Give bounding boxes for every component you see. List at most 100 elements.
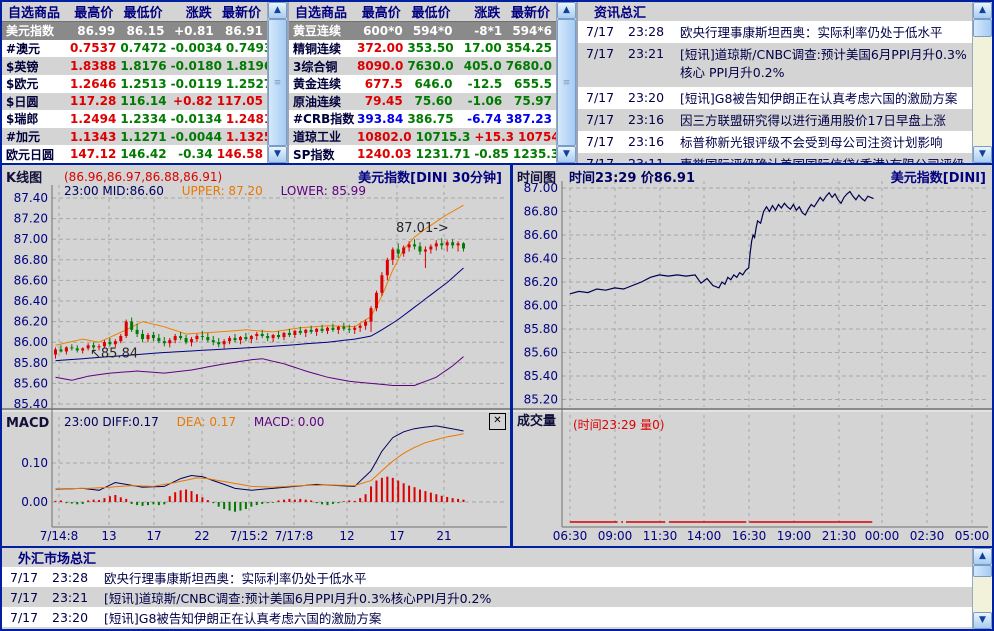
quote-value: 147.12 [70, 147, 117, 162]
scrollbar-track[interactable] [973, 37, 992, 146]
product-name: SP指数 [293, 147, 335, 162]
column-header[interactable]: 自选商品 [295, 6, 348, 21]
time-chart-canvas[interactable]: 87.00 86.80 86.60 86.40 86.20 86.00 85.80 85.60… [513, 165, 992, 546]
column-header[interactable]: 最高价 [74, 6, 114, 21]
news-item[interactable]: 7/17 23:20 [短讯]G8被告知伊朗正在认真考虑六国的激励方案 [578, 87, 972, 109]
svg-text:86.80: 86.80 [524, 205, 558, 219]
boll-lower-info: LOWER: 85.99 [280, 184, 366, 198]
column-header[interactable]: 涨跌 [185, 6, 212, 21]
scrollbar-track[interactable] [973, 577, 992, 612]
table-row[interactable]: 3综合铜 8090.0 7630.0 405.0 7680.0 [289, 57, 556, 75]
table-row[interactable]: $日圆 117.28 116.14 +0.82 117.05 [2, 92, 267, 111]
svg-text:87.00: 87.00 [14, 232, 48, 246]
quote-value: 1.2646 [70, 76, 117, 91]
time-chart-panel: 87.00 86.80 86.60 86.40 86.20 86.00 85.80 85.60… [513, 165, 992, 546]
column-header[interactable]: 最新价 [510, 6, 550, 21]
news-summary-panel: 资讯总汇 7/17 23:28 欧央行理事康斯坦西奥：实际利率仍处于低水平 7/17 2… [578, 2, 992, 163]
quote-value: 79.45 [364, 94, 403, 109]
watchlist-forex-panel: 自选商品 最高价 最低价 涨跌 最新价 美元指数 86.99 86.15 +0.81 86.91 #… [2, 2, 289, 163]
svg-text:16:30: 16:30 [732, 529, 767, 543]
news-summary-title: 资讯总汇 [578, 2, 972, 21]
column-header[interactable]: 最高价 [361, 6, 401, 21]
quote-value: -0.0034 [170, 41, 222, 56]
svg-text:7/14:8: 7/14:8 [40, 529, 79, 543]
kline-chart-canvas[interactable]: 87.40 87.20 87.00 86.80 86.60 86.40 86.20 86.00… [2, 165, 510, 546]
table-row[interactable]: 精铜连续 372.00 353.50 17.00 354.25 [289, 39, 556, 58]
quote-value: 10802.0 [357, 129, 412, 144]
news-item[interactable]: 7/17 23:21 [短讯]道琼斯/CNBC调查:预计美国6月PPI月升0.3%核… [578, 43, 972, 87]
svg-text:02:30: 02:30 [910, 529, 945, 543]
quote-value: 1235.35 [512, 147, 556, 162]
scrollbar-thumb[interactable] [973, 19, 992, 37]
kline-chart-label: K线图 [6, 171, 43, 186]
column-header[interactable]: 涨跌 [474, 6, 501, 21]
macd-close-button[interactable]: ✕ [489, 413, 506, 430]
scroll-down-icon[interactable]: ▼ [268, 146, 287, 163]
table-row[interactable]: 黄豆连续 600*0 594*0 -8*1 594*6 [289, 22, 556, 40]
svg-text:22: 22 [194, 529, 209, 543]
news-item[interactable]: 7/17 23:21 [短讯]道琼斯/CNBC调查:预计美国6月PPI月升0.3%核… [2, 587, 972, 607]
table-row[interactable]: #CRB指数 393.84 386.75 -6.74 387.23 [289, 110, 556, 128]
quote-value: 117.28 [70, 94, 117, 109]
quote-value: +0.81 [174, 23, 214, 38]
quote-value: 1.1325 [225, 129, 267, 144]
table-row[interactable]: 黄金连续 677.5 646.0 -12.5 655.5 [289, 74, 556, 93]
table-row[interactable]: 欧元日圆 147.12 146.42 -0.34 146.58 [2, 145, 267, 163]
scroll-up-icon[interactable]: ▲ [973, 2, 992, 19]
column-header[interactable]: 最新价 [221, 6, 261, 21]
news-item[interactable]: 7/17 23:28 欧央行理事康斯坦西奥：实际利率仍处于低水平 [2, 567, 972, 587]
news-item[interactable]: 7/17 23:16 标普称新光银评级不会受到母公司注资计划影响 [578, 131, 972, 153]
scroll-down-icon[interactable]: ▼ [973, 612, 992, 629]
watchlist-commodity-scrollbar[interactable]: ▲ ≡ ▼ [556, 2, 576, 163]
macd-pane-label: MACD [6, 416, 50, 431]
scroll-up-icon[interactable]: ▲ [268, 2, 287, 19]
macd-dea-info: DEA: 0.17 [176, 415, 237, 429]
column-header[interactable]: 自选商品 [8, 6, 61, 21]
scrollbar-thumb[interactable]: ≡ [557, 19, 576, 146]
scroll-down-icon[interactable]: ▼ [557, 146, 576, 163]
column-header[interactable]: 最低价 [123, 6, 163, 21]
table-row[interactable]: 美元指数 86.99 86.15 +0.81 86.91 [2, 22, 267, 40]
quote-value: -0.0119 [170, 76, 222, 91]
scroll-down-icon[interactable]: ▼ [973, 146, 992, 163]
forex-market-summary-scrollbar[interactable]: ▲ ▼ [972, 548, 992, 629]
time-price-info: 时间23:29 价86.91 [569, 171, 696, 186]
quote-value: 86.91 [225, 23, 263, 38]
news-time: 23:28 [628, 24, 665, 39]
column-header[interactable]: 最低价 [411, 6, 451, 21]
news-date: 7/17 [586, 24, 615, 39]
table-row[interactable]: 原油连续 79.45 75.60 -1.06 75.97 [289, 92, 556, 111]
news-date: 7/17 [10, 590, 39, 605]
news-text: 欧央行理事康斯坦西奥：实际利率仍处于低水平 [104, 571, 367, 586]
quote-value: -12.5 [467, 76, 503, 91]
svg-text:85.60: 85.60 [14, 376, 48, 390]
svg-text:86.80: 86.80 [14, 253, 48, 267]
watchlist-forex-scrollbar[interactable]: ▲ ≡ ▼ [267, 2, 287, 163]
scrollbar-thumb[interactable]: ≡ [268, 19, 287, 146]
scroll-up-icon[interactable]: ▲ [973, 548, 992, 565]
kline-boll-info: 23:00 MID:86.60 UPPER: 87.20 LOWER: 85.9… [64, 184, 366, 198]
quote-value: 117.05 [216, 94, 263, 109]
scrollbar-thumb[interactable] [973, 565, 992, 577]
product-name: 3综合铜 [293, 59, 338, 74]
news-summary-scrollbar[interactable]: ▲ ▼ [972, 2, 992, 163]
svg-text:14:00: 14:00 [687, 529, 722, 543]
quote-value: 386.75 [407, 111, 454, 126]
table-header: 自选商品 最高价 最低价 涨跌 最新价 [2, 2, 267, 22]
news-date: 7/17 [586, 112, 615, 127]
scroll-up-icon[interactable]: ▲ [557, 2, 576, 19]
quote-value: 387.23 [505, 111, 552, 126]
news-date: 7/17 [586, 46, 615, 61]
news-item[interactable]: 7/17 23:20 [短讯]G8被告知伊朗正在认真考虑六国的激励方案 [2, 607, 972, 627]
svg-text:06:30: 06:30 [553, 529, 588, 543]
news-item[interactable]: 7/17 23:16 因三方联盟研究得以进行通用股价17日早盘上涨 [578, 109, 972, 131]
news-item[interactable]: 7/17 23:28 欧央行理事康斯坦西奥：实际利率仍处于低水平 [578, 21, 972, 43]
